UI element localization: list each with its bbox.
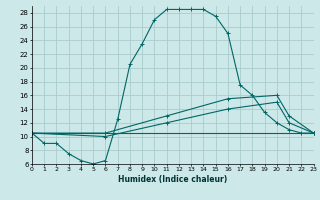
X-axis label: Humidex (Indice chaleur): Humidex (Indice chaleur) bbox=[118, 175, 228, 184]
